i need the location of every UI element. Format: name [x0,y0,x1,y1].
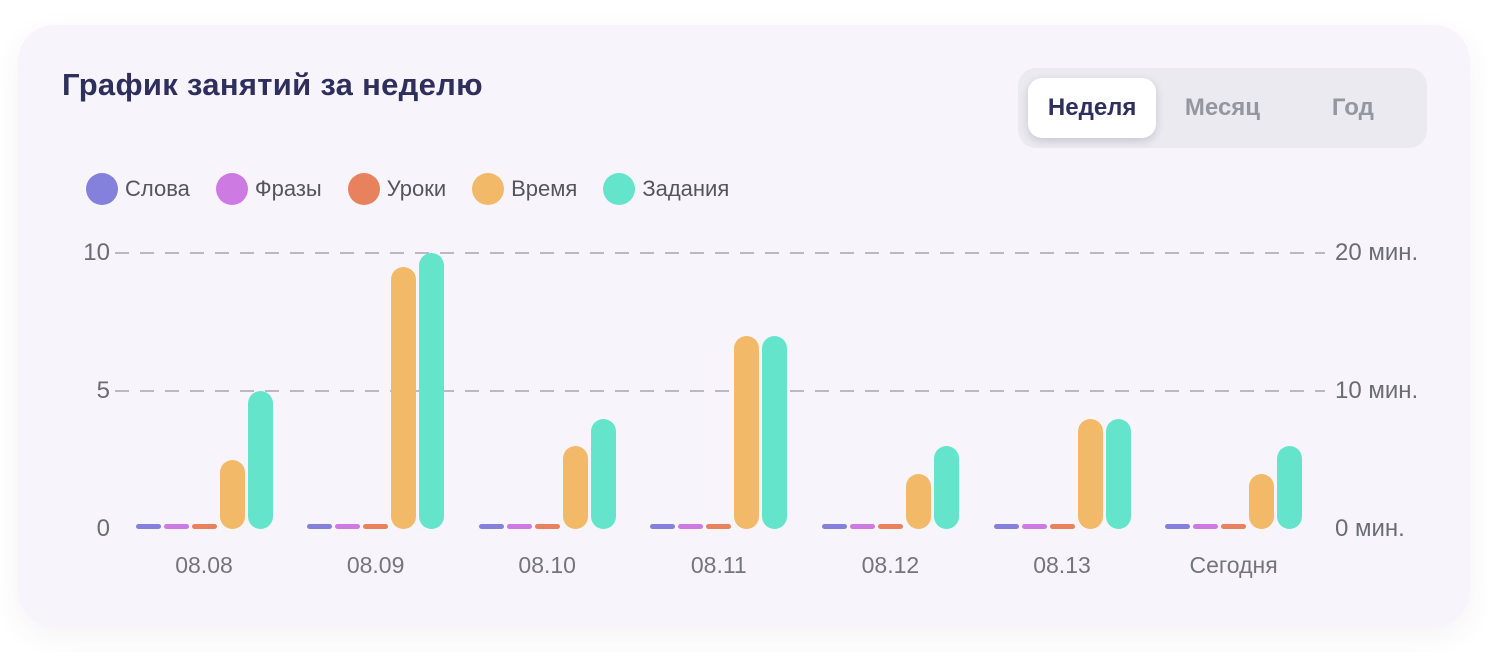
bar-lessons-08-11 [706,524,732,529]
bar-words-Сегодня [1165,524,1191,529]
y-axis-right-label-2: 0 мин. [1335,515,1405,542]
bar-time-08-12 [905,473,931,529]
bar-chart: 10 20 мин. 5 10 мин. 0 0 мин. 08.08 08.09 08.10 0… [18,25,1470,627]
x-axis-label-08-13: 08.13 [1033,552,1091,578]
y-axis-right-label-0: 20 мин. [1335,239,1419,266]
bar-lessons-08-09 [363,524,389,529]
bar-lessons-08-10 [534,524,560,529]
x-axis-label-Сегодня: Сегодня [1189,552,1278,578]
bar-words-08-12 [821,524,847,529]
y-axis-left-label-0: 0 [96,515,110,542]
x-axis-label-08-11: 08.11 [690,552,747,578]
legend-label-words: Слова [125,176,190,201]
chart-card: График занятий за неделю Неделя Месяц Год … [18,25,1470,627]
legend-item-lessons: Уроки [347,173,447,205]
bar-lessons-08-08 [191,524,217,529]
bar-group-08-11 [650,335,788,529]
legend-label-lessons: Уроки [386,176,447,201]
bar-phrases-08-10 [506,524,532,529]
legend-item-phrases: Фразы [215,173,322,205]
bar-group-08-10 [478,418,616,529]
bar-words-08-13 [993,524,1019,529]
bar-group-08-08 [135,391,273,529]
bar-group-08-09 [307,253,445,529]
bar-tasks-08-09 [419,253,445,529]
bar-phrases-Сегодня [1193,524,1219,529]
bar-tasks-08-10 [590,418,616,529]
bar-time-08-09 [391,266,417,529]
y-axis-left-label-5: 5 [96,377,110,404]
legend-label-time: Время [511,176,578,201]
bar-tasks-Сегодня [1277,446,1303,529]
tab-week[interactable]: Неделя [1028,78,1157,138]
bar-phrases-08-08 [163,524,189,529]
x-axis-label-08-12: 08.12 [861,552,920,578]
bar-lessons-Сегодня [1221,524,1247,529]
legend-item-tasks: Задания [603,173,729,205]
bar-words-08-10 [478,524,504,529]
bar-time-08-13 [1077,418,1103,529]
words-legend-dot-icon [86,173,118,205]
bar-group-08-12 [821,446,959,529]
bar-group-08-13 [993,418,1131,529]
page-title: График занятий за неделю [62,67,483,102]
tab-month[interactable]: Месяц [1158,78,1286,138]
legend-item-time: Время [472,173,577,205]
legend-label-tasks: Задания [642,176,730,201]
y-axis-left-label-10: 10 [83,239,110,266]
bar-phrases-08-13 [1021,524,1047,529]
gridline-10 [115,252,1325,254]
bar-time-Сегодня [1249,473,1275,529]
bar-time-08-11 [734,335,760,529]
bar-phrases-08-12 [849,524,875,529]
bar-group-Сегодня [1165,446,1303,529]
gridline-5 [115,390,1325,392]
lessons-legend-dot-icon [347,173,380,205]
bar-lessons-08-12 [877,524,903,529]
bar-phrases-08-11 [678,524,704,529]
chart-legend: Слова Фразы Уроки Время Задания [86,173,729,205]
bar-tasks-08-08 [247,391,273,529]
bar-tasks-08-12 [933,446,959,529]
bar-words-08-11 [650,524,676,529]
period-tabs: Неделя Месяц Год [1018,68,1427,148]
x-axis-label-08-10: 08.10 [518,552,576,578]
bar-time-08-08 [219,460,245,529]
bar-tasks-08-11 [762,335,788,529]
bar-words-08-08 [135,524,161,529]
legend-item-words: Слова [86,173,190,205]
x-axis-label-08-08: 08.08 [175,552,233,578]
tasks-legend-dot-icon [603,173,636,205]
x-axis-label-08-09: 08.09 [346,552,405,578]
time-legend-dot-icon [472,173,505,205]
bar-tasks-08-13 [1105,418,1131,529]
tab-year[interactable]: Год [1289,78,1417,138]
phrases-legend-dot-icon [215,173,248,205]
y-axis-right-label-1: 10 мин. [1335,377,1419,404]
bar-lessons-08-13 [1049,524,1075,529]
bar-phrases-08-09 [335,524,361,529]
bar-time-08-10 [562,446,588,529]
bar-words-08-09 [307,524,333,529]
legend-label-phrases: Фразы [254,176,322,201]
